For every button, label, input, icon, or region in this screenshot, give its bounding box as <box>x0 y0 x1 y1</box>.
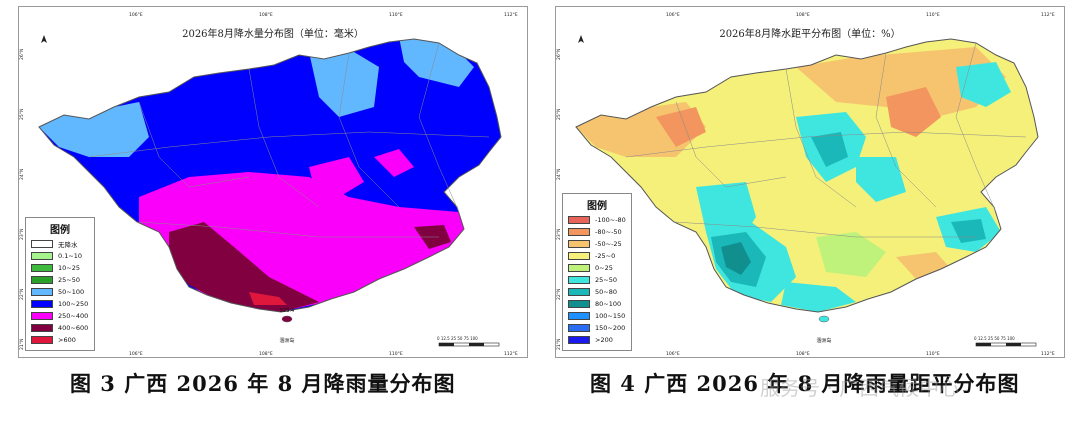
lon-tick: 110°E <box>389 351 403 357</box>
scale-bar-label: 0 12.5 25 50 75 100 <box>974 336 1015 341</box>
legend-item: 250~400 <box>31 310 89 322</box>
map-title: 2026年8月降水量分布图（单位：毫米） <box>182 29 364 40</box>
weizhou-island-label: 涠洲岛 <box>279 337 294 344</box>
north-arrow-icon <box>41 35 47 43</box>
legend-item: 50~80 <box>568 286 626 298</box>
legend-item: 80~100 <box>568 298 626 310</box>
legend-item: 100~150 <box>568 310 626 322</box>
scale-bar-label: 0 12.5 25 50 75 100 <box>437 336 478 341</box>
county-borders <box>88 42 490 238</box>
legend-swatch <box>31 312 53 320</box>
lon-tick: 112°E <box>1041 12 1055 18</box>
lat-ticks: 26°N 25°N 24°N 23°N 22°N 21°N <box>556 49 562 350</box>
legend-swatch <box>568 276 590 284</box>
legend-swatch <box>568 252 590 260</box>
lon-tick: 112°E <box>504 351 518 357</box>
legend-swatch <box>568 216 590 224</box>
lat-tick: 24°N <box>556 169 562 180</box>
legend-title: 图例 <box>50 225 70 236</box>
legend: 图例 -100~-80 -80~-50 -50~-25 -25~0 0~25 2… <box>562 193 632 351</box>
north-arrow-icon <box>578 35 584 43</box>
scale-bar: 0 12.5 25 50 75 100 <box>974 336 1037 347</box>
lat-tick: 25°N <box>19 109 25 120</box>
lat-tick: 23°N <box>556 229 562 240</box>
lon-tick: 106°E <box>129 351 143 357</box>
lat-tick: 25°N <box>556 109 562 120</box>
legend-swatch <box>31 276 53 284</box>
weizhou-island-value: 523.4 <box>280 308 294 314</box>
lon-tick: 110°E <box>926 351 940 357</box>
legend: 图例 无降水 0.1~10 10~25 25~50 50~100 100~250… <box>25 217 95 351</box>
scale-bar: 0 12.5 25 50 75 100 <box>437 336 500 347</box>
legend-swatch <box>568 264 590 272</box>
legend-swatch <box>568 240 590 248</box>
rainfall-map: 涠洲岛 523.4 106°E 108°E 110°E 112°E 106°E … <box>19 12 518 357</box>
lon-tick: 106°E <box>129 12 143 18</box>
anomaly-map-panel: 涠洲岛 106°E 108°E 110°E 112°E 106°E 108°E … <box>555 6 1065 358</box>
legend-item: 0.1~10 <box>31 250 89 262</box>
legend-item: -80~-50 <box>568 226 626 238</box>
lat-tick: 26°N <box>556 49 562 60</box>
legend-swatch <box>568 288 590 296</box>
lat-tick: 23°N <box>19 229 25 240</box>
legend-swatch <box>31 300 53 308</box>
watermark: 服务号 · 广西气候中心 <box>760 376 960 400</box>
legend-item: 0~25 <box>568 262 626 274</box>
lon-tick: 112°E <box>504 12 518 18</box>
legend-swatch <box>31 324 53 332</box>
map-title: 2026年8月降水距平分布图（单位：%） <box>719 29 901 40</box>
lat-ticks: 26°N 25°N 24°N 23°N 22°N 21°N <box>19 49 25 350</box>
legend-swatch <box>31 336 53 344</box>
legend-swatch <box>568 228 590 236</box>
lon-tick: 108°E <box>259 351 273 357</box>
legend-item: 50~100 <box>31 286 89 298</box>
legend-swatch <box>31 264 53 272</box>
legend-item: 25~50 <box>568 274 626 286</box>
legend-item: >600 <box>31 334 89 346</box>
figure-caption-right: 图 4 广西 2026 年 8 月降雨量距平分布图 <box>590 371 1020 396</box>
legend-swatch <box>31 240 53 248</box>
rainfall-map-panel: 涠洲岛 523.4 106°E 108°E 110°E 112°E 106°E … <box>18 6 528 358</box>
legend-item: 150~200 <box>568 322 626 334</box>
legend-swatch <box>31 288 53 296</box>
legend-swatch <box>568 300 590 308</box>
legend-item: 100~250 <box>31 298 89 310</box>
lat-tick: 22°N <box>556 289 562 300</box>
legend-item: 10~25 <box>31 262 89 274</box>
lon-tick: 108°E <box>796 12 810 18</box>
lon-tick: 108°E <box>259 12 273 18</box>
legend-swatch <box>568 324 590 332</box>
lon-ticks: 106°E 108°E 110°E 112°E 106°E 108°E 110°… <box>666 12 1055 357</box>
legend-item: >200 <box>568 334 626 346</box>
lon-ticks: 106°E 108°E 110°E 112°E 106°E 108°E 110°… <box>129 12 518 357</box>
legend-item: 无降水 <box>31 238 89 250</box>
anomaly-map: 涠洲岛 106°E 108°E 110°E 112°E 106°E 108°E … <box>556 12 1055 357</box>
lat-tick: 24°N <box>19 169 25 180</box>
legend-item: -50~-25 <box>568 238 626 250</box>
lon-tick: 110°E <box>389 12 403 18</box>
weizhou-island <box>818 315 830 323</box>
legend-item: 25~50 <box>31 274 89 286</box>
lon-tick: 106°E <box>666 12 680 18</box>
county-borders <box>625 42 1027 238</box>
legend-swatch <box>31 252 53 260</box>
lat-tick: 26°N <box>19 49 25 60</box>
legend-swatch <box>568 312 590 320</box>
lon-tick: 106°E <box>666 351 680 357</box>
lat-tick: 21°N <box>556 339 562 350</box>
lon-tick: 112°E <box>1041 351 1055 357</box>
legend-swatch <box>568 336 590 344</box>
lon-tick: 108°E <box>796 351 810 357</box>
legend-item: -25~0 <box>568 250 626 262</box>
legend-item: 400~600 <box>31 322 89 334</box>
weizhou-island-label: 涠洲岛 <box>816 337 831 344</box>
rainfall-shading <box>39 39 501 312</box>
lat-tick: 21°N <box>19 339 25 350</box>
legend-title: 图例 <box>587 201 607 212</box>
figure-caption-left: 图 3 广西 2026 年 8 月降雨量分布图 <box>70 371 456 396</box>
weizhou-island <box>281 315 293 323</box>
legend-item: -100~-80 <box>568 214 626 226</box>
lon-tick: 110°E <box>926 12 940 18</box>
lat-tick: 22°N <box>19 289 25 300</box>
